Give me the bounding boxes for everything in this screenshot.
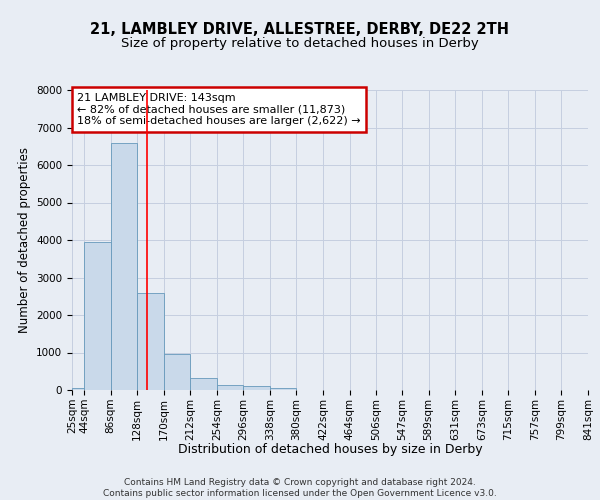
- Bar: [190, 378, 217, 390]
- Text: Size of property relative to detached houses in Derby: Size of property relative to detached ho…: [121, 38, 479, 51]
- Bar: [72, 388, 84, 390]
- Bar: [84, 242, 110, 390]
- Text: 21 LAMBLEY DRIVE: 143sqm
← 82% of detached houses are smaller (11,873)
18% of se: 21 LAMBLEY DRIVE: 143sqm ← 82% of detach…: [77, 93, 361, 126]
- Bar: [164, 354, 190, 390]
- Bar: [110, 142, 137, 390]
- Bar: [270, 388, 296, 390]
- Text: 21, LAMBLEY DRIVE, ALLESTREE, DERBY, DE22 2TH: 21, LAMBLEY DRIVE, ALLESTREE, DERBY, DE2…: [91, 22, 509, 38]
- Bar: [244, 386, 270, 390]
- Text: Contains HM Land Registry data © Crown copyright and database right 2024.
Contai: Contains HM Land Registry data © Crown c…: [103, 478, 497, 498]
- Bar: [217, 385, 244, 390]
- X-axis label: Distribution of detached houses by size in Derby: Distribution of detached houses by size …: [178, 442, 482, 456]
- Y-axis label: Number of detached properties: Number of detached properties: [17, 147, 31, 333]
- Bar: [137, 292, 164, 390]
